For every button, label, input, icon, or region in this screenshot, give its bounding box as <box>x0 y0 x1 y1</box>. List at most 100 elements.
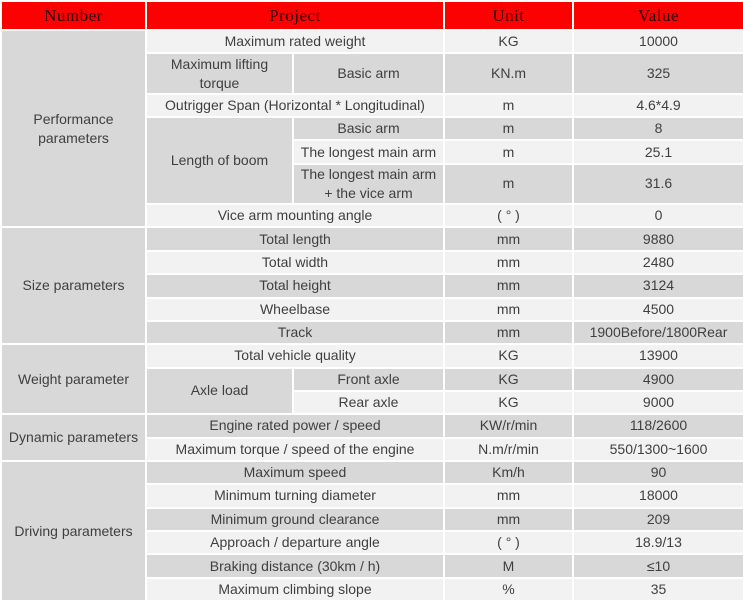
value-cell: 35 <box>572 576 743 602</box>
project-group-cell: Length of boom <box>145 116 294 206</box>
unit-cell: mm <box>443 226 574 252</box>
unit-cell: mm <box>443 249 574 276</box>
value-cell: 4500 <box>572 296 743 322</box>
section-cell: Performance parameters <box>0 28 147 229</box>
unit-cell: KN.m <box>443 52 574 95</box>
table-row: Approach / departure angle( ° ) 18.9/13 <box>1 529 743 556</box>
value-cell: ≤10 <box>572 553 743 579</box>
section-cell: Weight parameter <box>0 343 147 416</box>
project-cell: Maximum rated weight <box>145 28 445 55</box>
project-sub-cell: Front axle <box>292 366 445 392</box>
value-cell: 18.9/13 <box>572 529 743 556</box>
unit-cell: KG <box>443 343 574 369</box>
value-cell: 9880 <box>572 226 743 252</box>
table-row: Size parameters Total length mm 9880 <box>0 226 743 346</box>
column-header-project: Project <box>145 0 445 31</box>
project-cell: Approach / departure angle <box>145 529 445 556</box>
project-sub-cell: The longest main arm + the vice arm <box>292 162 445 206</box>
project-sub-cell: Basic arm <box>292 116 445 142</box>
value-cell: 550/1300~1600 <box>572 436 743 462</box>
value-cell: 31.6 <box>572 162 743 206</box>
table-row: Maximum lifting torque Basic arm KN.m 325 <box>1 52 743 95</box>
value-cell: 10000 <box>572 28 743 55</box>
unit-cell: mm <box>443 273 574 299</box>
unit-cell: mm <box>443 483 574 509</box>
value-cell: 118/2600 <box>572 413 743 439</box>
value-cell: 4.6*4.9 <box>572 92 743 119</box>
unit-cell: mm <box>443 319 574 346</box>
project-cell: Maximum speed <box>145 459 445 486</box>
project-cell: Minimum ground clearance <box>145 506 445 532</box>
project-cell: Maximum torque / speed of the engine <box>145 436 445 462</box>
unit-cell: KG <box>443 28 574 55</box>
project-sub-cell: The longest main arm <box>292 139 445 165</box>
project-cell: Total vehicle quality <box>145 343 445 369</box>
unit-cell: KG <box>443 366 574 392</box>
value-cell: 1900Before/1800Rear <box>572 319 743 346</box>
unit-cell: Km/h <box>443 459 574 486</box>
value-cell: 9000 <box>572 389 743 416</box>
project-cell: Total length <box>145 226 445 252</box>
project-cell: Total width <box>145 249 445 276</box>
value-cell: 18000 <box>572 483 743 509</box>
table-row: Driving parameters Maximum speed Km/h 90 <box>0 459 743 602</box>
unit-cell: ( ° ) <box>443 203 574 229</box>
project-cell: Outrigger Span (Horizontal * Longitudina… <box>145 92 445 119</box>
unit-cell: % <box>443 576 574 602</box>
section-cell: Dynamic parameters <box>0 413 147 462</box>
project-cell: Wheelbase <box>145 296 445 322</box>
table-row: Minimum turning diameter mm 18000 <box>1 483 743 509</box>
column-header-number: Number <box>0 0 147 31</box>
table-row: Braking distance (30km / h) M ≤10 <box>1 553 743 579</box>
unit-cell: m <box>443 162 574 206</box>
unit-cell: m <box>443 92 574 119</box>
table-row: Rear axle KG 9000 <box>1 389 743 416</box>
project-cell: Braking distance (30km / h) <box>145 553 445 579</box>
unit-cell: m <box>443 116 574 142</box>
table-row: Minimum ground clearance mm 209 <box>1 506 743 532</box>
project-cell: Maximum lifting torque <box>145 52 294 95</box>
unit-cell: M <box>443 553 574 579</box>
table-row: Length of boom Basic arm m 8 <box>1 116 743 206</box>
value-cell: 0 <box>572 203 743 229</box>
unit-cell: mm <box>443 296 574 322</box>
value-cell: 25.1 <box>572 139 743 165</box>
table-row: Total height mm 3124 <box>1 273 743 299</box>
value-cell: 2480 <box>572 249 743 276</box>
header-row: Number Project Unit Value <box>0 0 743 31</box>
spec-table-body: Performance parameters Maximum rated weig… <box>0 28 743 602</box>
unit-cell: N.m/r/min <box>443 436 574 462</box>
unit-cell: KG <box>443 389 574 416</box>
table-row: Dynamic parameters Engine rated power / s… <box>0 413 743 462</box>
value-cell: 325 <box>572 52 743 95</box>
table-row: Weight parameter Total vehicle quality KG 1… <box>0 343 743 416</box>
column-header-value: Value <box>572 0 743 31</box>
project-cell: Vice arm mounting angle <box>145 203 445 229</box>
column-header-unit: Unit <box>443 0 574 31</box>
value-cell: 13900 <box>572 343 743 369</box>
table-row: Vice arm mounting angle( ° ) 0 <box>1 203 743 229</box>
table-row: Maximum torque / speed of the engine N.m/… <box>1 436 743 462</box>
table-row: Maximum climbing slope% 35 <box>1 576 743 602</box>
table-row: Performance parameters Maximum rated weig… <box>0 28 743 229</box>
project-cell: Minimum turning diameter <box>145 483 445 509</box>
value-cell: 209 <box>572 506 743 532</box>
table-row: Axle load Front axle KG 4900 <box>1 366 743 416</box>
project-cell: Track <box>145 319 445 346</box>
project-sub-cell: Basic arm <box>292 52 445 95</box>
value-cell: 4900 <box>572 366 743 392</box>
value-cell: 90 <box>572 459 743 486</box>
project-cell: Engine rated power / speed <box>145 413 445 439</box>
unit-cell: m <box>443 139 574 165</box>
unit-cell: KW/r/min <box>443 413 574 439</box>
unit-cell: ( ° ) <box>443 529 574 556</box>
unit-cell: mm <box>443 506 574 532</box>
value-cell: 3124 <box>572 273 743 299</box>
project-cell: Total height <box>145 273 445 299</box>
section-cell: Driving parameters <box>0 459 147 602</box>
project-cell: Maximum climbing slope <box>145 576 445 602</box>
table-row: Total width mm 2480 <box>1 249 743 276</box>
table-row: Wheelbase mm 4500 <box>1 296 743 322</box>
table-row: The longest main arm m 25.1 <box>1 139 743 165</box>
